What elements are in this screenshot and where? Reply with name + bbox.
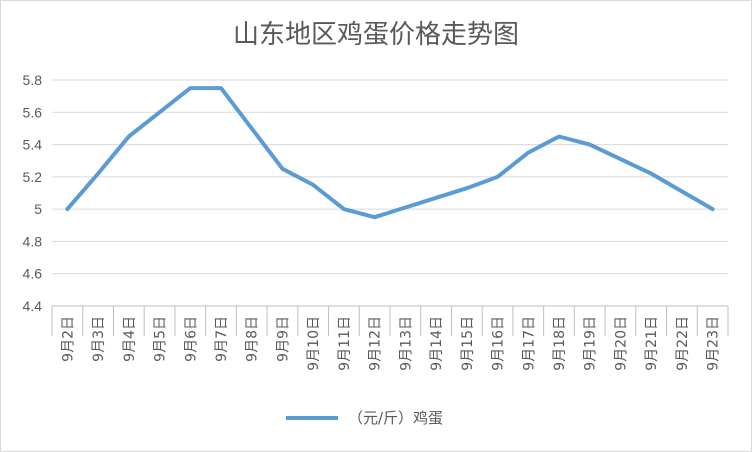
x-tick-label: 9月19日 [583,316,599,371]
x-tick-label: 9月16日 [491,316,507,371]
x-tick-label: 9月3日 [91,316,107,362]
x-tick-label: 9月22日 [675,316,691,371]
x-tick-label: 9月4日 [122,316,138,362]
legend-label: （元/斤）鸡蛋 [348,409,444,427]
x-tick-label: 9月2日 [60,316,76,362]
x-tick-label: 9月9日 [275,316,291,362]
x-tick-label: 9月11日 [337,316,353,371]
legend-swatch [286,415,338,420]
y-tick-label: 5.2 [23,169,43,185]
x-tick-label: 9月5日 [153,316,169,362]
y-tick-label: 4.4 [23,298,43,314]
x-tick-label: 9月12日 [368,316,384,371]
x-tick-label: 9月17日 [521,316,537,371]
x-tick-label: 9月6日 [183,316,199,362]
x-tick-label: 9月20日 [613,316,629,371]
x-tick-label: 9月10日 [306,316,322,371]
y-tick-label: 4.8 [23,233,43,249]
legend: （元/斤）鸡蛋 [286,407,443,428]
y-tick-label: 5 [34,201,42,217]
x-tick-label: 9月13日 [398,316,414,371]
series-line [65,86,715,220]
x-tick-label: 9月18日 [552,316,568,371]
x-tick-label: 9月8日 [245,316,261,362]
x-tick-label: 9月23日 [706,316,722,371]
x-tick-label: 9月15日 [460,316,476,371]
y-tick-label: 5.8 [23,72,43,88]
chart-title: 山东地区鸡蛋价格走势图 [232,20,519,50]
y-tick-label: 5.6 [23,104,43,120]
x-tick-label: 9月21日 [644,316,660,371]
x-tick-label: 9月7日 [214,316,230,362]
x-tick-label: 9月14日 [429,316,445,371]
y-tick-label: 4.6 [23,266,43,282]
y-tick-label: 5.4 [23,137,43,153]
